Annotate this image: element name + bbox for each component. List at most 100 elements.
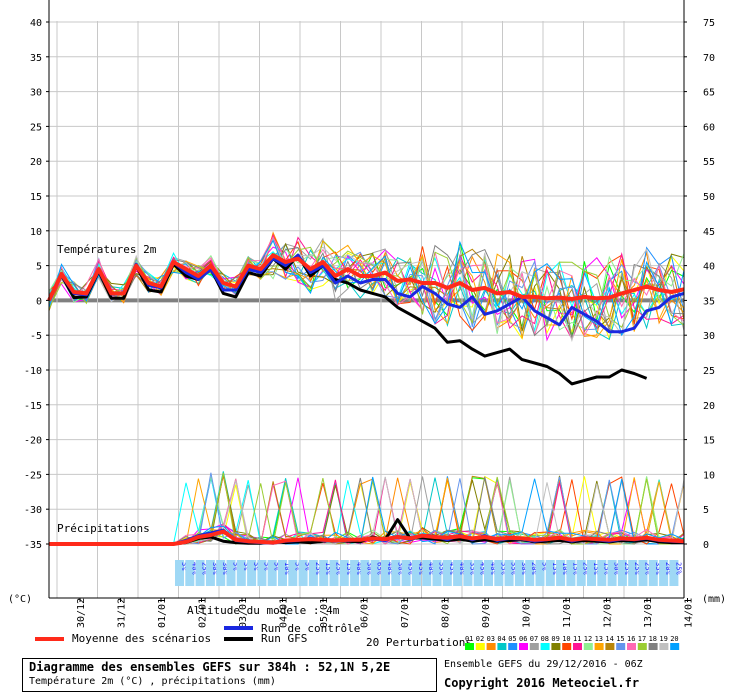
precip-prob-bar — [463, 560, 473, 586]
right-tick-label: 25 — [703, 366, 715, 377]
date-tick-label: 31/12 — [117, 598, 128, 628]
precip-prob-bar — [617, 560, 627, 586]
precip-prob-label: 5% — [273, 562, 281, 571]
altitude-label: Altitude du modele : 4m — [187, 604, 340, 617]
perturbation-swatch — [659, 643, 669, 650]
precip-prob-label: 20% — [664, 562, 672, 575]
left-tick-label: -30 — [24, 505, 42, 516]
precip-prob-bar — [298, 560, 308, 586]
right-tick-label: 75 — [703, 18, 715, 29]
precip-prob-bar — [648, 560, 658, 586]
date-tick-label: 09/01 — [481, 598, 492, 628]
precip-prob-label: 15% — [551, 562, 559, 575]
legend-perturbations-label: 20 Perturbations — [366, 636, 472, 649]
perturbation-number: 16 — [627, 635, 635, 643]
precip-prob-bar — [247, 560, 257, 586]
precip-prob-label: 45% — [448, 562, 456, 575]
precip-prob-label: 30% — [221, 562, 229, 575]
precip-label: Précipitations — [57, 522, 150, 535]
date-tick-label: 03/01 — [238, 598, 249, 628]
x-axis-date-ticks: 30/12 31/12 01/01 02/01 03/01 04/01 05/01 06/01… — [76, 598, 695, 628]
perturbation-number: 03 — [487, 635, 495, 643]
right-unit-label: (mm) — [702, 594, 726, 605]
left-tick-label: 30 — [30, 88, 42, 99]
precip-prob-bar — [370, 560, 380, 586]
perturbation-swatch — [562, 643, 572, 650]
gfs-temp-line — [47, 253, 648, 386]
precip-prob-bar — [205, 560, 215, 586]
left-tick-label: -35 — [24, 540, 42, 551]
right-tick-label: 30 — [703, 331, 715, 342]
precip-prob-label: 55% — [499, 562, 507, 575]
perturbation-number: 12 — [584, 635, 592, 643]
perturbation-swatch — [605, 643, 615, 650]
precip-prob-label: 5% — [541, 562, 549, 571]
precip-prob-label: 40% — [386, 562, 394, 575]
precip-prob-label: 30% — [520, 562, 528, 575]
perturbation-number: 02 — [476, 635, 484, 643]
right-tick-label: 65 — [703, 88, 715, 99]
right-tick-label: 70 — [703, 53, 715, 64]
precip-prob-label: 25% — [674, 562, 682, 575]
precip-prob-label: 10% — [283, 562, 291, 575]
precip-prob-bar — [195, 560, 205, 586]
precip-prob-label: 55% — [510, 562, 518, 575]
date-tick-label: 30/12 — [76, 598, 87, 628]
perturbation-swatch — [594, 643, 604, 650]
mean-temp-line — [47, 253, 685, 302]
precip-prob-label: 45% — [407, 562, 415, 575]
perturbation-swatch — [551, 643, 561, 650]
precip-prob-bar — [185, 560, 195, 586]
right-tick-label: 50 — [703, 192, 715, 203]
precip-prob-bar — [329, 560, 339, 586]
precip-prob-bar — [514, 560, 524, 586]
left-tick-label: -15 — [24, 401, 42, 412]
precip-prob-bar — [288, 560, 298, 586]
left-tick-label: -10 — [24, 366, 42, 377]
precip-prob-label: 40% — [427, 562, 435, 575]
precip-prob-bar — [638, 560, 648, 586]
date-tick-label: 02/01 — [198, 598, 209, 628]
perturbation-swatch — [648, 643, 658, 650]
perturbation-number: 01 — [465, 635, 473, 643]
left-tick-label: 40 — [30, 18, 42, 29]
perturbation-swatch — [519, 643, 528, 650]
precip-prob-bar — [350, 560, 360, 586]
precip-prob-label: 35% — [654, 562, 662, 575]
left-tick-label: 5 — [36, 262, 42, 273]
precip-prob-label: 40% — [190, 562, 198, 575]
precip-prob-label: 30% — [211, 562, 219, 575]
perturbation-swatch — [627, 643, 636, 650]
perturbation-swatch — [616, 643, 626, 650]
precip-prob-bar — [659, 560, 669, 586]
precip-prob-bar — [278, 560, 287, 586]
perturbation-number: 19 — [659, 635, 667, 643]
perturbation-temp-line — [48, 247, 685, 336]
precip-prob-label: 40% — [458, 562, 466, 575]
precip-prob-bar — [587, 560, 596, 586]
precip-prob-label: 25% — [335, 562, 343, 575]
precip-prob-label: 15% — [345, 562, 353, 575]
footer-title-box: Diagramme des ensembles GEFS sur 384h : … — [22, 658, 437, 692]
precip-prob-label: 15% — [602, 562, 610, 575]
left-tick-label: 10 — [30, 227, 42, 238]
precip-prob-label: 35% — [468, 562, 476, 575]
precip-prob-label: 55% — [438, 562, 446, 575]
perturbation-number: 05 — [508, 635, 516, 643]
main-precip-lines — [49, 518, 685, 546]
legend-control-label: Run de contrôle — [261, 622, 360, 635]
run-info: Ensemble GEFS du 29/12/2016 - 06Z — [444, 659, 643, 670]
legend-mean-label: Moyenne des scénarios — [72, 632, 211, 645]
perturbation-swatch — [486, 643, 496, 650]
mean-precip-line — [49, 529, 685, 546]
precip-prob-label: 45% — [417, 562, 425, 575]
precip-prob-bar — [401, 560, 411, 586]
precip-prob-bar — [360, 560, 370, 586]
precip-prob-bar — [442, 560, 452, 586]
left-tick-label: 20 — [30, 157, 42, 168]
perturbation-swatch — [465, 643, 474, 650]
precip-prob-bar — [319, 560, 329, 586]
precip-prob-label: 5% — [232, 562, 240, 571]
date-tick-label: 10/01 — [522, 598, 533, 628]
precip-prob-label: 15% — [571, 562, 579, 575]
